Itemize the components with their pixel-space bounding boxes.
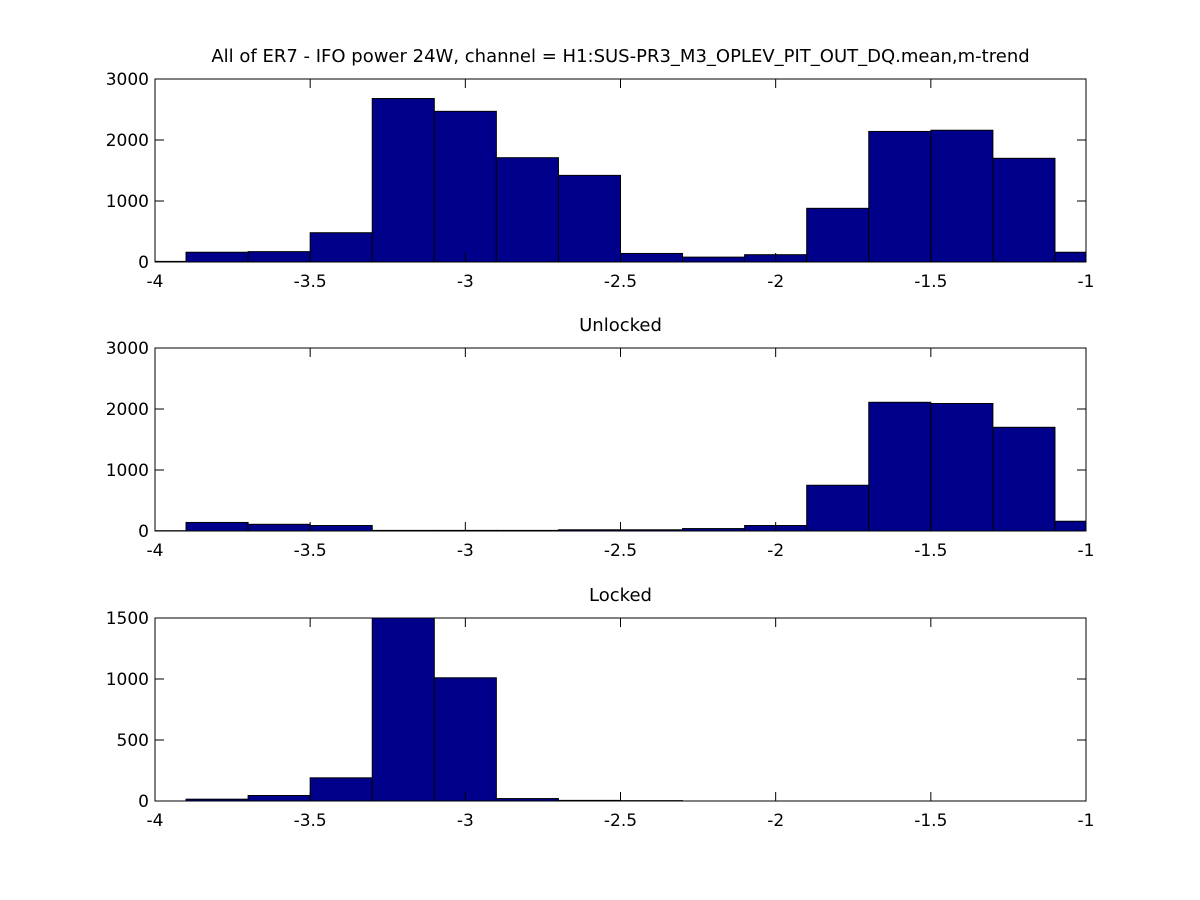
y-tick-label: 2000 (106, 400, 149, 420)
x-tick-label: -2 (767, 811, 784, 831)
x-tick-label: -3.5 (294, 811, 327, 831)
histogram-bar (185, 251, 249, 262)
histogram-bar (309, 232, 373, 262)
y-tick-label: 500 (117, 731, 149, 751)
y-tick-label: 2000 (106, 131, 149, 151)
chart-title: Unlocked (579, 315, 662, 336)
y-tick-label: 0 (138, 522, 149, 542)
plot-area (155, 618, 1086, 801)
histogram-bar (620, 252, 684, 262)
chart-title: All of ER7 - IFO power 24W, channel = H1… (211, 46, 1029, 67)
x-tick-label: -1.5 (914, 811, 947, 831)
x-tick-label: -1.5 (914, 541, 947, 561)
chart-title: Locked (589, 585, 652, 606)
y-tick-label: 1000 (106, 461, 149, 481)
y-tick-label: 0 (138, 253, 149, 273)
y-tick-label: 3000 (106, 339, 149, 359)
histogram-bar (309, 525, 373, 531)
histogram-bar (309, 777, 373, 801)
bars (155, 98, 1086, 262)
x-tick-label: -3 (457, 811, 474, 831)
y-tick-label: 1000 (106, 192, 149, 212)
x-tick-label: -1 (1078, 272, 1095, 292)
histogram-bar (1054, 251, 1086, 262)
x-tick-label: -4 (147, 541, 164, 561)
x-tick-label: -2 (767, 541, 784, 561)
x-tick-label: -2.5 (604, 272, 637, 292)
histogram-bar (806, 484, 870, 531)
x-tick-label: -2.5 (604, 541, 637, 561)
x-tick-label: -3 (457, 272, 474, 292)
y-tick-label: 3000 (106, 70, 149, 90)
histogram-bar (1054, 520, 1086, 531)
histogram-bar (433, 110, 497, 262)
histogram-locked: -4 -3.5 -3 -2.5 -2 -1.5 -1 0 500 1000 1500 Locked (106, 585, 1095, 831)
histogram-unlocked: -4 -3.5 -3 -2.5 -2 -1.5 -1 0 1000 2000 3000 Unlocke… (106, 315, 1095, 561)
histogram-bar (247, 251, 311, 262)
x-tick-label: -3.5 (294, 272, 327, 292)
histogram-bar (930, 129, 994, 262)
x-tick-label: -1 (1078, 811, 1095, 831)
histogram-bar (371, 618, 435, 801)
histogram-bar (557, 174, 622, 262)
histogram-bar (247, 523, 311, 531)
x-tick-label: -2.5 (604, 811, 637, 831)
x-tick-label: -3.5 (294, 541, 327, 561)
y-tick-label: 1500 (106, 609, 149, 629)
y-tick-label: 0 (138, 792, 149, 812)
x-tick-label: -4 (147, 811, 164, 831)
histogram-bar (868, 130, 932, 262)
x-tick-label: -1.5 (914, 272, 947, 292)
histogram-bar (185, 521, 249, 531)
x-tick-label: -4 (147, 272, 164, 292)
histogram-bar (992, 426, 1056, 531)
x-tick-label: -1 (1078, 541, 1095, 561)
y-tick-label: 1000 (106, 670, 149, 690)
x-tick-label: -2 (767, 272, 784, 292)
histogram-bar (868, 401, 932, 531)
bars (185, 618, 684, 801)
histogram-bar (806, 207, 870, 262)
histogram-bar (495, 157, 559, 262)
histogram-bar (682, 256, 746, 262)
histogram-bar (930, 403, 994, 531)
histogram-bar (992, 157, 1056, 262)
x-tick-label: -3 (457, 541, 474, 561)
histogram-all-er7: -4 -3.5 -3 -2.5 -2 -1.5 -1 0 1000 2000 3000 All of … (106, 46, 1095, 292)
histogram-bar (371, 98, 435, 262)
histogram-bar (247, 795, 311, 801)
histogram-bar (433, 677, 497, 801)
bars (155, 401, 1086, 531)
